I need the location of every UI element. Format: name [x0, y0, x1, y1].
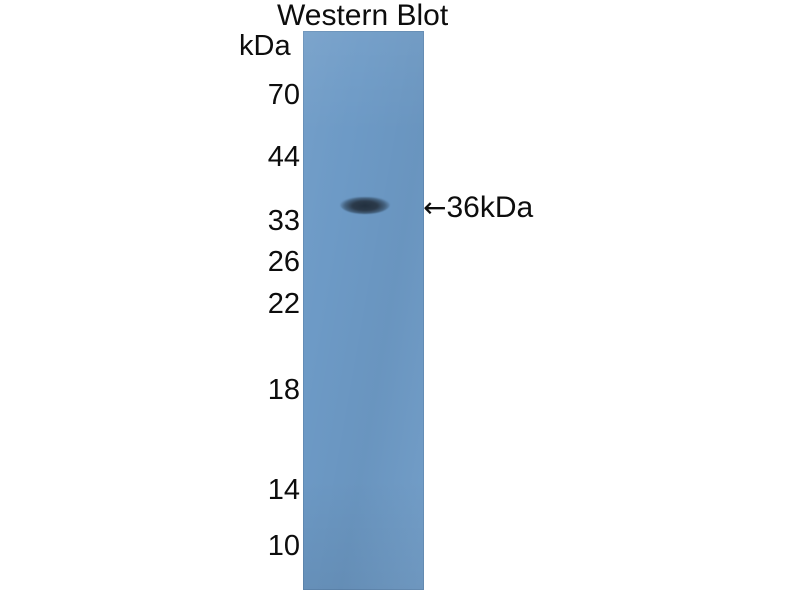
- ladder-tick-33: 33: [267, 205, 300, 237]
- molecular-weight-ladder: 70 44 33 26 22 18 14 10: [252, 0, 300, 600]
- ladder-tick-26: 26: [267, 246, 300, 278]
- molecular-weight-unit-label: kDa: [239, 30, 291, 62]
- ladder-tick-14: 14: [267, 474, 300, 506]
- ladder-tick-10: 10: [267, 530, 300, 562]
- ladder-tick-22: 22: [267, 288, 300, 320]
- protein-band-36kda: [340, 197, 390, 214]
- ladder-tick-44: 44: [267, 141, 300, 173]
- lane-texture: [303, 31, 424, 590]
- left-arrow-icon: ←: [423, 191, 447, 224]
- ladder-tick-18: 18: [267, 374, 300, 406]
- band-annotation-label: 36kDa: [446, 191, 534, 224]
- sample-lane: [303, 31, 424, 590]
- page-title: Western Blot: [277, 0, 449, 32]
- band-annotation: ←36kDa: [423, 192, 533, 224]
- ladder-tick-70: 70: [267, 79, 300, 111]
